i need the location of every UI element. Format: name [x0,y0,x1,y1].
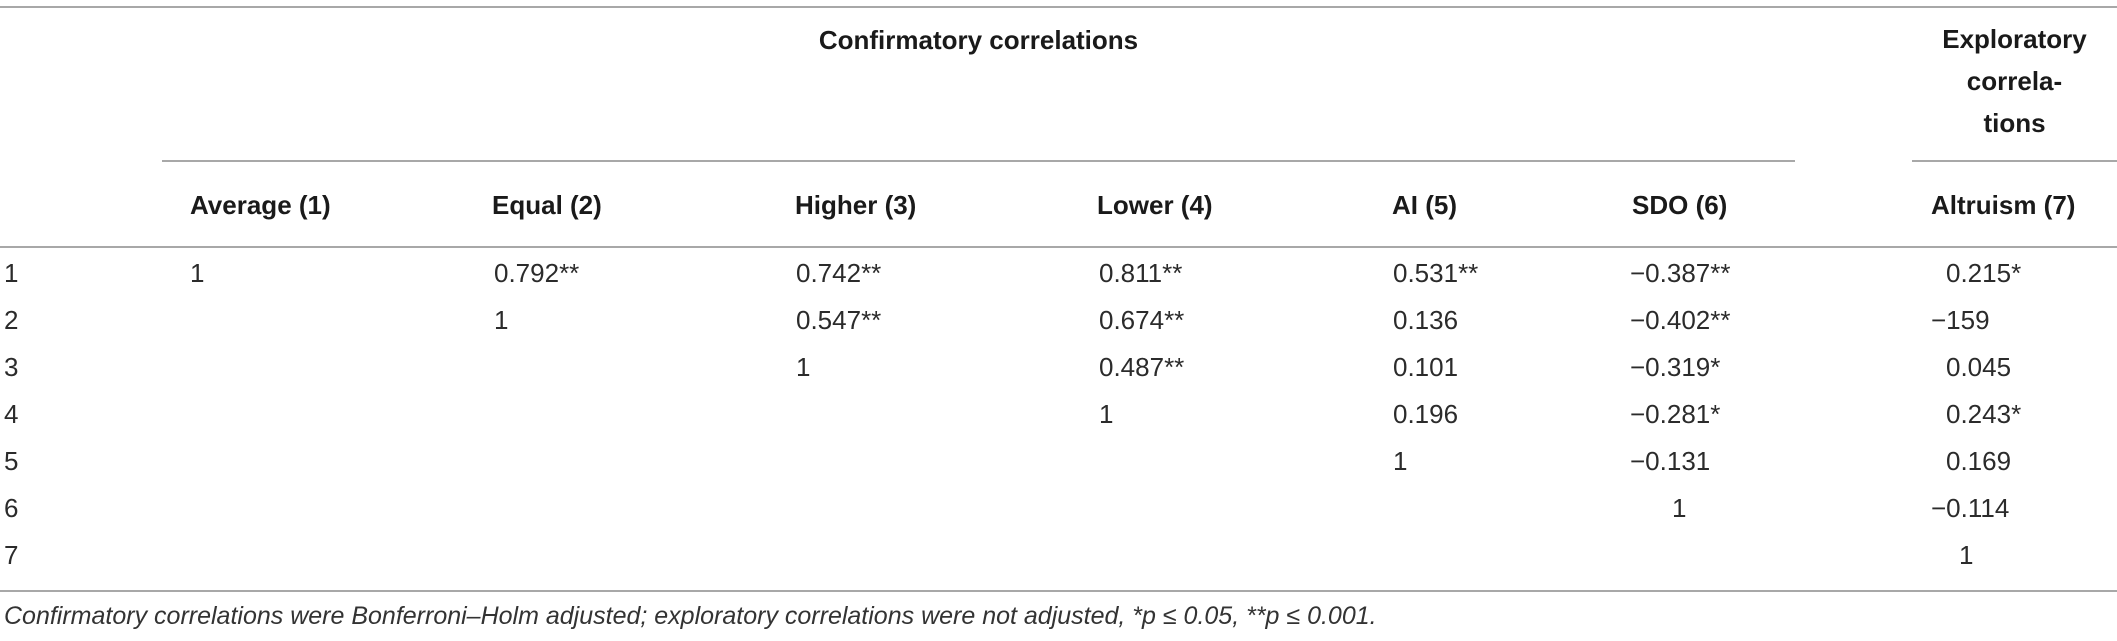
exploratory-header-line1: Exploratory [1942,24,2087,54]
table-cell: 0.101 [1393,352,1459,382]
table-cell: 0.811** [1099,258,1183,288]
table-cell: −0.281* [1630,399,1721,429]
table-cell: 1 [1393,446,1408,476]
confirmatory-group-rule [162,160,1795,162]
table-cell: −0.114 [1931,493,2010,523]
table-cell: 0.547** [796,305,882,335]
table-cell: 0.742** [796,258,882,288]
table-cell: 1 [1959,540,1974,570]
row-label: 5 [4,446,19,476]
table-bottom-rule [0,590,2117,592]
column-header: Equal (2) [492,190,602,220]
confirmatory-header: Confirmatory correlations [818,25,1139,55]
exploratory-header-line2: correla- [1966,66,2063,96]
table-cell: 0.196 [1393,399,1459,429]
table-cell: 1 [1099,399,1114,429]
table-cell: −0.402** [1630,305,1731,335]
column-header: SDO (6) [1632,190,1728,220]
header-bottom-rule [0,246,2117,248]
row-label: 1 [4,258,19,288]
exploratory-group-rule [1912,160,2117,162]
column-header: AI (5) [1392,190,1457,220]
table-cell: 0.792** [494,258,580,288]
table-cell: 0.215* [1946,258,2022,288]
table-cell: 0.487** [1099,352,1185,382]
table-top-rule [0,6,2117,8]
exploratory-header-line3: tions [1983,108,2046,138]
table-cell: 0.136 [1393,305,1459,335]
table-cell: 0.169 [1946,446,2012,476]
row-label: 4 [4,399,19,429]
table-cell: −0.319* [1630,352,1721,382]
exploratory-header: Exploratory correla- tions [1912,18,2117,144]
column-header: Average (1) [190,190,331,220]
table-footnote: Confirmatory correlations were Bonferron… [4,602,1377,630]
table-cell: 0.243* [1946,399,2022,429]
column-header: Higher (3) [795,190,917,220]
column-header: Lower (4) [1097,190,1213,220]
table-cell: −0.387** [1630,258,1731,288]
table-cell: 1 [190,258,205,288]
row-label: 7 [4,540,19,570]
column-header: Altruism (7) [1931,190,2076,220]
table-cell: 0.045 [1946,352,2012,382]
table-cell: −159 [1931,305,1990,335]
row-label: 3 [4,352,19,382]
row-label: 6 [4,493,19,523]
table-cell: 0.674** [1099,305,1185,335]
table-cell: 1 [1672,493,1687,523]
table-cell: −0.131 [1630,446,1711,476]
table-cell: 1 [494,305,509,335]
table-cell: 1 [796,352,811,382]
row-label: 2 [4,305,19,335]
table-cell: 0.531** [1393,258,1479,288]
